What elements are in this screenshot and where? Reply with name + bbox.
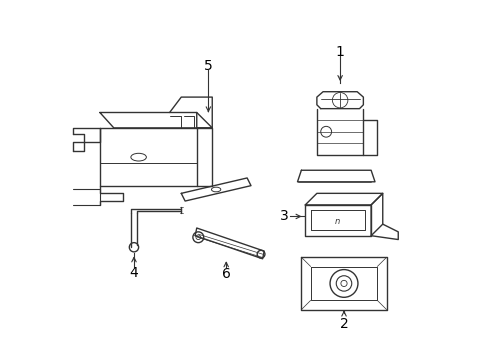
Text: 1: 1	[335, 45, 344, 59]
Text: 2: 2	[339, 316, 347, 330]
Text: 3: 3	[279, 210, 288, 224]
Text: 6: 6	[222, 267, 230, 281]
Text: 4: 4	[129, 266, 138, 280]
Text: n: n	[334, 217, 340, 226]
Text: 5: 5	[203, 59, 212, 73]
